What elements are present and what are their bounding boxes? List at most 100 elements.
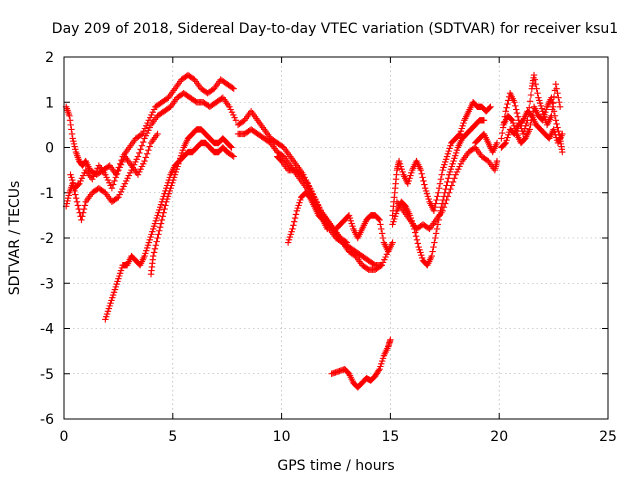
data-point [553, 120, 560, 128]
data-point [526, 98, 534, 105]
data-point [159, 213, 166, 220]
data-point [539, 117, 546, 124]
data-point [433, 225, 441, 233]
data-point [79, 172, 87, 179]
data-point [150, 225, 157, 233]
data-point [179, 147, 187, 154]
series-arc-j [332, 212, 392, 255]
data-point [503, 104, 510, 111]
data-point [522, 122, 529, 129]
data-point [229, 152, 236, 159]
data-point [493, 139, 501, 147]
data-point [501, 140, 509, 148]
data-point [297, 196, 304, 204]
data-point [74, 202, 82, 209]
data-point [382, 253, 389, 261]
data-point [164, 193, 172, 200]
data-point [113, 280, 120, 288]
data-point [107, 299, 114, 307]
data-point [416, 246, 423, 253]
y-axis-label: SDTVAR / TECUs [7, 181, 23, 296]
data-point [156, 204, 164, 211]
data-point [377, 221, 384, 228]
data-point [232, 117, 240, 124]
data-point [161, 205, 168, 213]
data-point [108, 297, 115, 304]
data-point [116, 270, 124, 277]
data-point [226, 103, 233, 110]
data-point [113, 194, 121, 202]
data-point [377, 363, 384, 370]
data-point [110, 289, 118, 296]
data-point [442, 200, 449, 207]
data-point [381, 256, 388, 263]
data-point [444, 193, 452, 200]
data-point [149, 109, 156, 116]
data-point [146, 236, 153, 244]
data-point [69, 179, 77, 186]
data-point [115, 166, 122, 174]
data-point [153, 238, 160, 245]
data-point [230, 85, 237, 92]
data-point [457, 160, 465, 167]
data-point [117, 267, 125, 274]
data-point [291, 214, 299, 222]
data-point [556, 131, 563, 139]
data-point [145, 117, 153, 124]
data-point [295, 202, 302, 209]
data-point [115, 194, 122, 201]
data-point [431, 204, 438, 211]
data-point [391, 215, 398, 223]
data-point [378, 230, 386, 237]
data-point [448, 163, 455, 170]
data-point [433, 196, 440, 204]
data-point [455, 131, 463, 139]
data-point [150, 106, 158, 113]
data-point [429, 248, 436, 255]
data-point [447, 166, 455, 173]
data-point [396, 160, 404, 167]
data-point [146, 143, 153, 150]
data-point [138, 142, 146, 149]
data-point [439, 166, 446, 174]
data-point [227, 143, 234, 150]
data-point [166, 187, 173, 195]
data-point [406, 175, 413, 182]
data-point [145, 147, 152, 154]
data-point [149, 228, 156, 235]
data-point [420, 177, 427, 185]
data-point [148, 231, 155, 238]
data-point [290, 222, 297, 229]
data-point [452, 149, 460, 157]
data-point [505, 131, 512, 139]
data-point [140, 138, 147, 146]
y-tick-label: -4 [40, 322, 54, 338]
data-point [376, 216, 383, 224]
data-point [417, 249, 424, 256]
data-point [115, 275, 122, 282]
data-point [534, 90, 541, 97]
data-point [147, 233, 154, 241]
data-point [228, 144, 235, 151]
data-point [89, 175, 96, 183]
data-point [143, 150, 151, 158]
data-point [141, 135, 148, 142]
data-point [425, 195, 432, 203]
data-point [412, 229, 419, 236]
data-point [78, 216, 85, 224]
chart-title: Day 209 of 2018, Sidereal Day-to-day VTE… [52, 21, 618, 37]
data-point [155, 231, 162, 238]
data-point [68, 130, 76, 138]
data-point [559, 130, 566, 138]
data-point [423, 190, 431, 197]
data-point [230, 111, 237, 119]
data-point [502, 108, 509, 115]
data-point [407, 172, 414, 179]
data-point [536, 97, 543, 104]
data-point [375, 215, 382, 223]
data-point [77, 177, 84, 185]
data-point [443, 196, 450, 204]
data-point [103, 313, 110, 320]
data-point [559, 148, 566, 156]
data-point [64, 197, 71, 205]
